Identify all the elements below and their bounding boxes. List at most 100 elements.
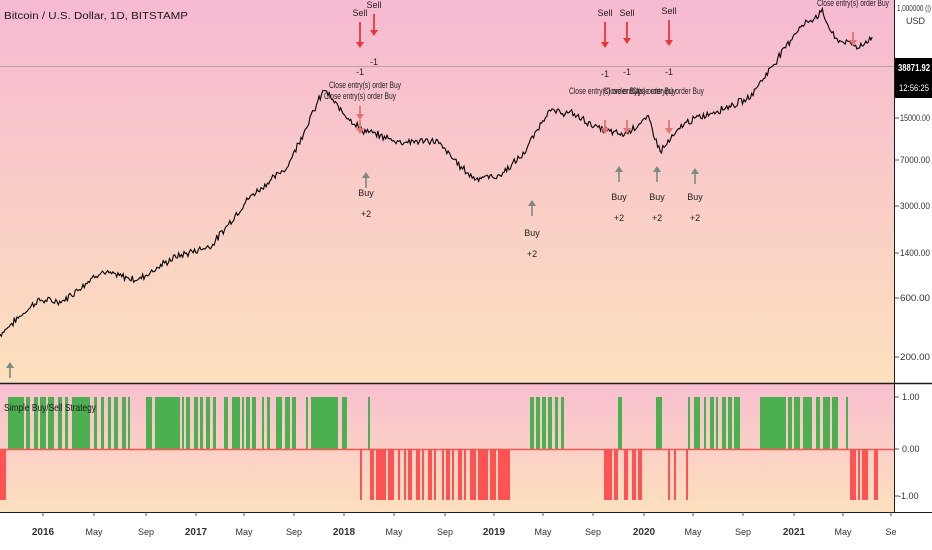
time-tick-label: 2016	[32, 527, 55, 538]
short-signal-bar	[408, 449, 412, 500]
time-axis-background[interactable]	[0, 512, 894, 550]
long-signal-bar	[306, 397, 308, 449]
indicator-scale-ticks: 1.00 0.00 -1.00	[895, 392, 920, 501]
long-signal-bar	[34, 397, 38, 449]
long-signal-bar	[114, 397, 118, 449]
indicator-tick-label: 0.00	[902, 444, 920, 454]
long-signal-bar	[72, 397, 90, 449]
time-tick-label: 2020	[633, 527, 656, 538]
short-signal-bar	[498, 449, 510, 500]
time-tick-label: May	[834, 527, 852, 537]
last-price-badge	[895, 58, 932, 98]
buy-label: Buy	[687, 192, 703, 202]
short-signal-bar	[614, 449, 618, 500]
long-signal-bar	[285, 397, 290, 449]
long-signal-bar	[146, 397, 152, 449]
long-signal-bar	[128, 397, 130, 449]
long-signal-bar	[710, 397, 714, 449]
long-signal-bar	[728, 397, 732, 449]
long-signal-bar	[101, 397, 104, 449]
indicator-name[interactable]: Simple Buy/Sell Strategy	[4, 403, 96, 414]
short-signal-bar	[470, 449, 476, 500]
long-signal-bar	[530, 397, 534, 449]
short-signal-bar	[478, 449, 488, 500]
close-entry-label: Close entry(s) order Buy	[329, 80, 401, 90]
time-tick-label: May	[684, 527, 702, 537]
long-signal-bar	[846, 397, 848, 449]
short-signal-bar	[490, 449, 496, 500]
short-signal-bar	[446, 449, 450, 500]
long-signal-bar	[206, 397, 210, 449]
long-signal-bar	[311, 397, 338, 449]
long-signal-bar	[803, 397, 812, 449]
sell-arrow-head	[370, 30, 378, 36]
symbol-title[interactable]: Bitcoin / U.S. Dollar, 1D, BITSTAMP	[4, 11, 188, 22]
long-signal-bar	[200, 397, 203, 449]
time-axis-labels: 2016 May Sep 2017 May Sep 2018 May Sep 2019 May Sep…	[32, 512, 897, 538]
sell-arrow-head	[601, 42, 609, 48]
long-signal-bar	[542, 397, 546, 449]
buy-arrow-head	[653, 166, 661, 172]
sell-label: Sell	[661, 6, 676, 16]
main-pane-background	[0, 0, 894, 383]
short-signal-bar	[668, 449, 670, 500]
short-signal-bar	[686, 449, 688, 500]
buy-arrow-head	[615, 166, 623, 172]
short-signal-bar	[416, 449, 420, 500]
close-entry-label: Close entry(s) order Buy	[569, 86, 641, 96]
short-signal-bar	[398, 449, 400, 500]
long-signal-bar	[688, 397, 690, 449]
long-signal-bar	[232, 397, 240, 449]
short-signal-bar	[370, 449, 374, 500]
long-signal-bar	[823, 397, 830, 449]
long-signal-bar	[40, 397, 46, 449]
long-signal-bar	[722, 397, 726, 449]
long-signal-bar	[122, 397, 126, 449]
buy-arrow-head	[362, 172, 370, 178]
time-tick-label: Sep	[138, 527, 154, 537]
time-tick-label: May	[385, 527, 403, 537]
long-signal-bar	[716, 397, 718, 449]
indicator-tick-label: 1.00	[902, 392, 920, 402]
time-tick-label: Sep	[437, 527, 453, 537]
long-signal-bar	[267, 397, 270, 449]
short-signal-bar	[404, 449, 406, 500]
long-signal-bar	[618, 397, 622, 449]
buy-qty: +2	[652, 213, 662, 223]
long-signal-bar	[246, 397, 250, 449]
short-signal-bar	[464, 449, 466, 500]
long-signal-bar	[48, 397, 54, 449]
sell-label: Sell	[619, 8, 634, 18]
short-signal-bar	[850, 449, 856, 500]
buy-qty: +2	[527, 249, 537, 259]
long-signal-bar	[58, 397, 62, 449]
long-signal-bar	[262, 397, 264, 449]
short-signal-bar	[458, 449, 462, 500]
close-entry-label: Close entry(s) order Buy	[324, 91, 396, 101]
sell-qty: -1	[356, 67, 364, 77]
sell-arrow-head	[623, 128, 631, 134]
long-signal-bar	[155, 397, 180, 449]
short-signal-bar	[638, 449, 642, 500]
sell-arrow-head	[623, 38, 631, 44]
short-signal-bar	[0, 449, 6, 500]
buy-arrow-head	[691, 168, 699, 174]
sell-arrow-head	[665, 40, 673, 46]
time-tick-label: Sep	[585, 527, 601, 537]
sell-arrow-head	[356, 128, 364, 134]
buy-label: Buy	[611, 192, 627, 202]
long-signal-bar	[26, 397, 30, 449]
close-entry-label: Close entry(s) order Buy	[817, 0, 889, 8]
time-tick-label: Se	[885, 527, 896, 537]
long-signal-bar	[656, 397, 662, 449]
long-signal-bar	[108, 397, 111, 449]
long-signal-bar	[794, 397, 800, 449]
time-tick-label: 2018	[333, 527, 356, 538]
price-tick-label: 1400.00	[900, 248, 930, 258]
buy-label: Buy	[358, 188, 374, 198]
time-tick-label: 2017	[185, 527, 208, 538]
short-signal-bar	[376, 449, 386, 500]
long-signal-bar	[536, 397, 540, 449]
long-signal-bar	[292, 397, 296, 449]
